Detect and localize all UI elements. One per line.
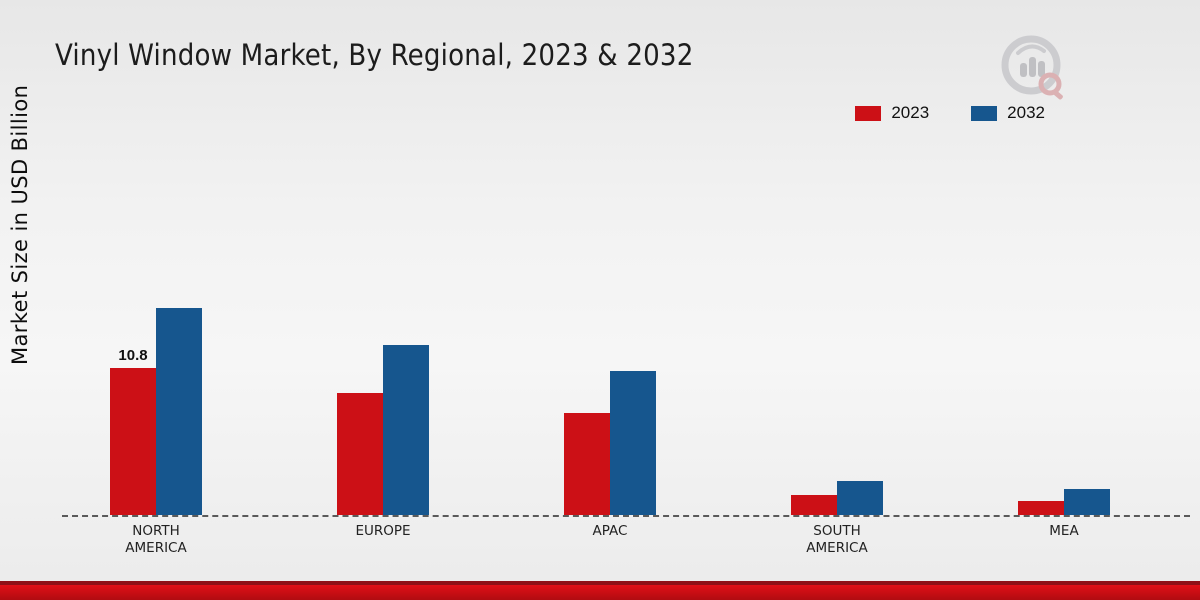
market-research-logo-icon bbox=[998, 35, 1070, 105]
bar-2023-mea bbox=[1018, 501, 1064, 515]
legend: 2023 2032 bbox=[855, 103, 1045, 123]
bar-2032-europe bbox=[383, 345, 429, 515]
x-axis-line bbox=[62, 515, 1190, 517]
bar-value-label: 10.8 bbox=[118, 347, 148, 364]
bar-2032-south-america bbox=[837, 481, 883, 515]
bar-2023-europe bbox=[337, 393, 383, 515]
bar-2032-mea bbox=[1064, 489, 1110, 515]
x-axis-label-south-america: SOUTH AMERICA bbox=[806, 523, 868, 556]
legend-swatch-2032 bbox=[971, 105, 998, 121]
legend-swatch-2023 bbox=[855, 105, 882, 121]
legend-label-2032: 2032 bbox=[1007, 103, 1045, 122]
x-axis-label-north-america: NORTH AMERICA bbox=[125, 523, 187, 556]
bar-group-apac bbox=[564, 371, 656, 515]
x-axis-label-europe: EUROPE bbox=[355, 523, 411, 539]
x-axis-label-mea: MEA bbox=[1049, 523, 1079, 539]
bar-2023-south-america bbox=[791, 495, 837, 515]
footer-strip bbox=[0, 581, 1200, 600]
bar-2032-north-america bbox=[156, 308, 202, 515]
bar-2032-apac bbox=[610, 371, 656, 515]
bar-group-mea bbox=[1018, 489, 1110, 515]
legend-item-2023[interactable]: 2023 bbox=[855, 103, 929, 123]
bar-2023-north-america bbox=[110, 368, 156, 515]
bar-2023-apac bbox=[564, 413, 610, 515]
legend-item-2032[interactable]: 2032 bbox=[971, 103, 1045, 123]
bar-group-north-america bbox=[110, 308, 202, 515]
x-axis-label-apac: APAC bbox=[592, 523, 628, 539]
bar-group-europe bbox=[337, 345, 429, 515]
chart-title: Vinyl Window Market, By Regional, 2023 &… bbox=[55, 38, 694, 72]
bar-group-south-america bbox=[791, 481, 883, 515]
legend-label-2023: 2023 bbox=[891, 103, 930, 122]
